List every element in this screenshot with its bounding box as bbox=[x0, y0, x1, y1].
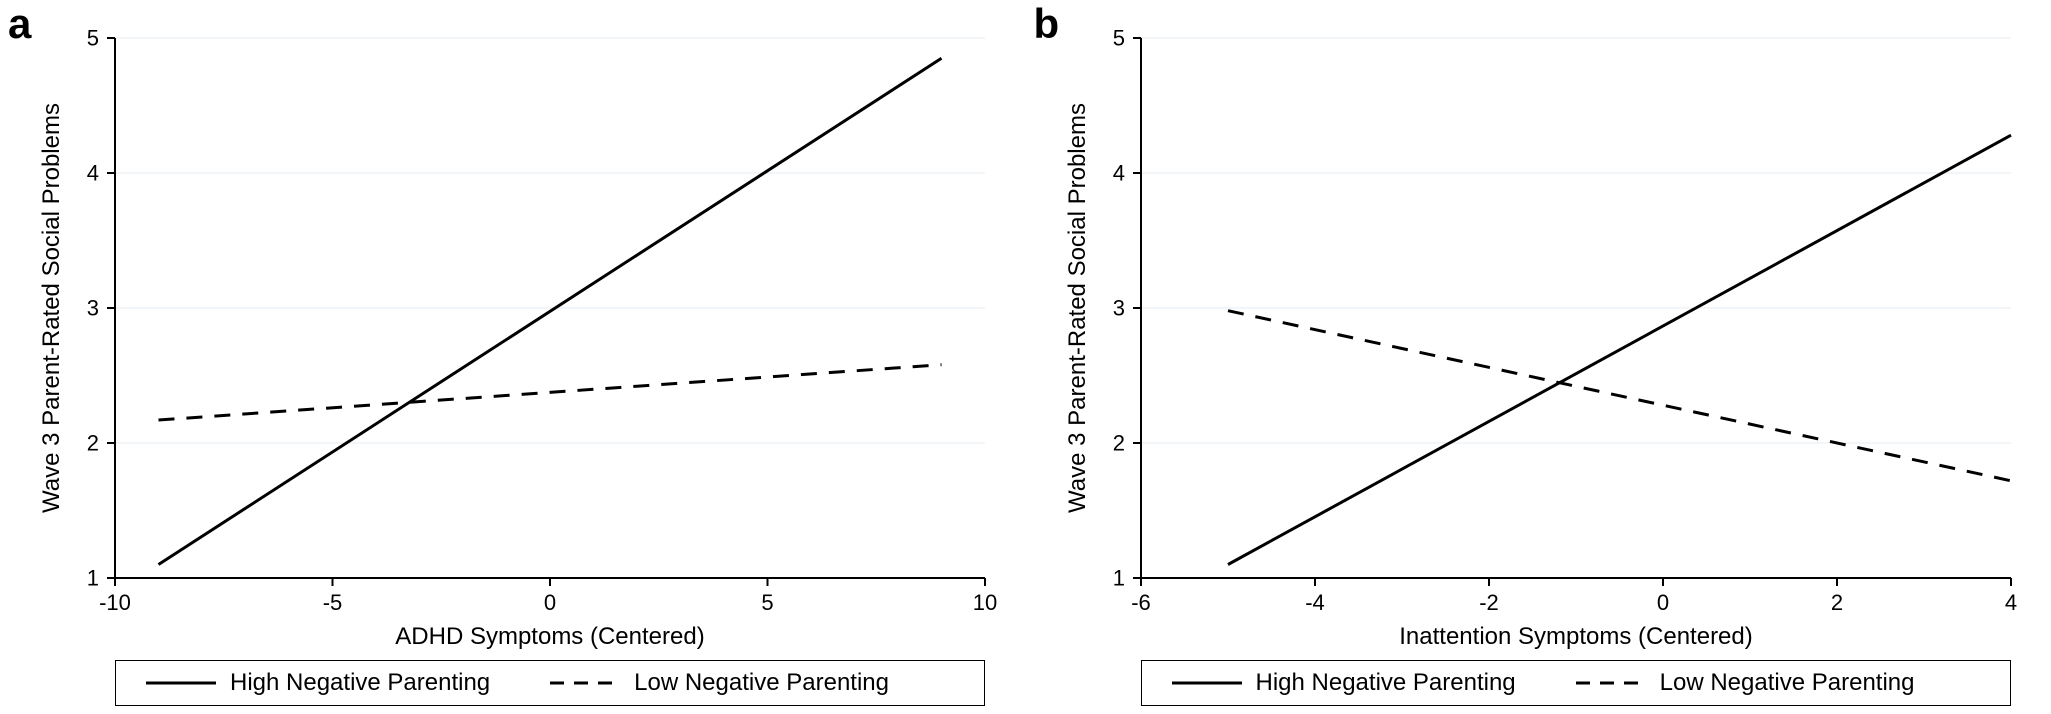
legend: High Negative Parenting Low Negative Pare… bbox=[1141, 660, 2011, 706]
series-line-1 bbox=[1228, 311, 2011, 481]
y-tick-label: 3 bbox=[1112, 296, 1124, 321]
x-axis-label: ADHD Symptoms (Centered) bbox=[395, 623, 704, 650]
legend-item-0: High Negative Parenting bbox=[1172, 669, 1516, 697]
x-tick-label: 5 bbox=[761, 590, 773, 615]
x-tick-label: -5 bbox=[323, 590, 343, 615]
y-tick-label: 1 bbox=[1112, 566, 1124, 591]
y-tick-label: 3 bbox=[87, 296, 99, 321]
x-axis-label: Inattention Symptoms (Centered) bbox=[1399, 623, 1753, 650]
legend-label: Low Negative Parenting bbox=[634, 669, 889, 697]
x-tick-label: -6 bbox=[1131, 590, 1151, 615]
x-tick-label: -2 bbox=[1479, 590, 1499, 615]
panel-a: a -10 -5 0 5 10 1 2 3 4 5 ADHD Symptoms (Centered)… bbox=[0, 0, 1026, 714]
x-tick-label: 0 bbox=[1656, 590, 1668, 615]
plot-svg: -10 -5 0 5 10 1 2 3 4 5 ADHD Symptoms (Centered) Wa… bbox=[0, 0, 1025, 714]
plot-svg: -6 -4 -2 0 2 4 1 2 3 4 5 Inattention Symptoms (Cent… bbox=[1026, 0, 2051, 714]
figure-container: a -10-5051012345ADHD Symptoms (Centered)… bbox=[0, 0, 2051, 714]
x-tick-label: 10 bbox=[973, 590, 997, 615]
y-tick-label: 2 bbox=[1112, 431, 1124, 456]
legend-label: Low Negative Parenting bbox=[1660, 669, 1915, 697]
y-axis-label: Wave 3 Parent-Rated Social Problems bbox=[1064, 103, 1091, 513]
legend-item-1: Low Negative Parenting bbox=[550, 669, 889, 697]
y-tick-label: 5 bbox=[87, 26, 99, 51]
x-tick-label: -4 bbox=[1305, 590, 1325, 615]
y-tick-label: 4 bbox=[1112, 161, 1124, 186]
legend-swatch bbox=[146, 673, 216, 693]
legend-item-0: High Negative Parenting bbox=[146, 669, 490, 697]
panel-a-label: a bbox=[8, 0, 31, 48]
legend-swatch bbox=[1172, 673, 1242, 693]
y-tick-label: 5 bbox=[1112, 26, 1124, 51]
legend-swatch bbox=[550, 673, 620, 693]
x-tick-label: -10 bbox=[99, 590, 131, 615]
series-line-0 bbox=[159, 58, 942, 564]
series-line-1 bbox=[159, 365, 942, 420]
legend-label: High Negative Parenting bbox=[230, 669, 490, 697]
legend-item-1: Low Negative Parenting bbox=[1576, 669, 1915, 697]
legend: High Negative Parenting Low Negative Pare… bbox=[115, 660, 985, 706]
y-tick-label: 2 bbox=[87, 431, 99, 456]
x-tick-label: 4 bbox=[2004, 590, 2016, 615]
panel-b-label: b bbox=[1034, 0, 1060, 48]
legend-label: High Negative Parenting bbox=[1256, 669, 1516, 697]
y-tick-label: 4 bbox=[87, 161, 99, 186]
y-axis-label: Wave 3 Parent-Rated Social Problems bbox=[38, 103, 65, 513]
legend-swatch bbox=[1576, 673, 1646, 693]
panel-b: b -6 -4 -2 0 2 4 1 2 3 4 5 Inattention Symptoms (Ce… bbox=[1026, 0, 2051, 714]
y-tick-label: 1 bbox=[87, 566, 99, 591]
x-tick-label: 2 bbox=[1830, 590, 1842, 615]
series-line-0 bbox=[1228, 135, 2011, 564]
x-tick-label: 0 bbox=[544, 590, 556, 615]
